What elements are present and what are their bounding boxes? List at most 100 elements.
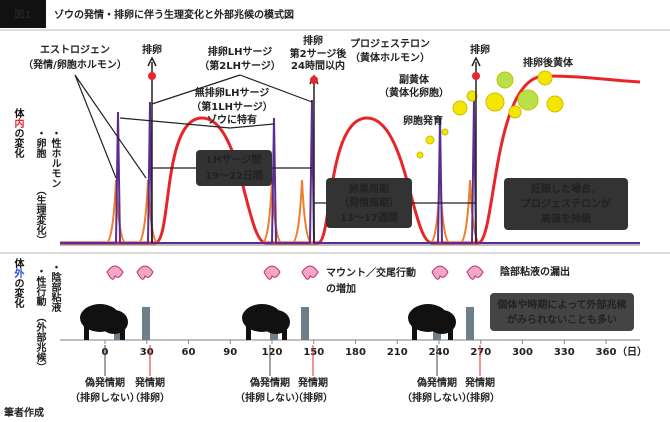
side-label: 体外の変化: [12, 257, 25, 309]
external-signs: [80, 265, 484, 340]
elephant: [282, 326, 287, 340]
x-tick-label: 120: [262, 347, 283, 358]
elephant: [84, 326, 89, 340]
side-label-part: 体: [12, 107, 24, 119]
x-tick-label: 60: [182, 347, 196, 358]
mucus-icon: [136, 265, 154, 280]
label: （排卵）: [293, 391, 333, 404]
label: 副黄体: [399, 73, 430, 86]
label: 偽発情期: [249, 376, 290, 389]
label: LHサージ間: [207, 154, 262, 166]
side-label-part: 外: [12, 267, 25, 279]
side-label-part: 内: [12, 117, 24, 129]
x-tick-label: 150: [303, 347, 324, 358]
x-tick-label: 300: [512, 347, 533, 358]
badge-bg: [0, 0, 46, 28]
shape: [74, 74, 117, 179]
label: ・性ホルモン: [49, 128, 62, 188]
label: （発情/卵胞ホルモン）: [23, 58, 127, 71]
title: ゾウの発情・排卵に伴う生理変化と外部兆候の模式図: [54, 8, 294, 21]
shape: [496, 71, 514, 89]
label: 排卵: [470, 43, 490, 56]
x-tick-label: 30: [140, 347, 154, 358]
label: 排卵LHサージ: [208, 45, 273, 58]
side-label-part: 体: [12, 257, 24, 269]
label: マウント／交尾行動: [326, 266, 416, 279]
footer: 筆者作成: [4, 406, 44, 419]
elephant: [448, 326, 453, 340]
label: 偽発情期: [84, 376, 125, 389]
label: 24時間以内: [291, 59, 345, 72]
shape: [147, 56, 157, 67]
label: がみられないことも多い: [507, 313, 617, 326]
mucus-icon: [431, 265, 449, 280]
side-label: 体内の変化: [12, 107, 24, 159]
shape: [546, 95, 564, 113]
side-label-part: の変化: [12, 128, 24, 159]
label: 無排卵LHサージ: [195, 86, 270, 99]
label: プロジェステロンが: [521, 197, 612, 210]
lh-interval-box: [196, 150, 272, 186]
estrus-bar: [142, 307, 150, 340]
label: （発情周期）: [339, 196, 399, 209]
elephant: [120, 326, 125, 340]
shape: [471, 56, 481, 67]
label: 13〜17週間: [340, 212, 398, 224]
ovulation-arrows: [147, 56, 481, 243]
mucus-icon: [301, 265, 319, 280]
axis-unit: （日）: [617, 345, 647, 358]
badge: 図1: [15, 9, 32, 21]
shape: [485, 92, 505, 112]
label: 排卵: [142, 43, 162, 56]
label: 高値を持続: [541, 212, 591, 225]
label: （第1LHサージ）: [191, 100, 273, 113]
label: 排卵後黄体: [523, 56, 574, 69]
label: 個体や時期によって外部兆候: [496, 298, 627, 311]
shape: [151, 74, 241, 105]
shape: [416, 151, 424, 159]
mucus-icon: [466, 265, 484, 280]
label: 卵巣周期: [349, 182, 389, 195]
shape: [239, 74, 313, 103]
shape: [425, 135, 435, 145]
pregnancy-box: [504, 178, 628, 230]
estrus-bar: [301, 307, 309, 340]
label: （外部兆候）: [34, 312, 47, 372]
label: の増加: [326, 282, 356, 295]
no-signs-box: [490, 293, 634, 331]
label: ・卵胞: [34, 128, 47, 159]
ovarian-cycle-box: [326, 178, 412, 228]
shape: [74, 74, 147, 179]
label: 卵胞発育: [403, 114, 443, 127]
lh-curve: [60, 99, 640, 244]
shape: [517, 89, 539, 111]
shape: [441, 128, 449, 136]
shape: [310, 76, 318, 84]
label: ・性行動: [34, 266, 47, 307]
label: 発情期: [134, 376, 165, 389]
label: ゾウに特有: [207, 113, 257, 126]
mucus-icon: [106, 265, 124, 280]
label: 第2サージ後: [290, 47, 348, 60]
label: 偽発情期: [416, 376, 457, 389]
label: 発情期: [297, 376, 328, 389]
elephant: [246, 326, 251, 340]
label: （排卵）: [130, 391, 170, 404]
x-tick-label: 240: [429, 347, 450, 358]
label: （排卵しない）: [235, 391, 305, 404]
label: （生理変化）: [34, 185, 47, 245]
label: （黄体ホルモン）: [350, 51, 430, 64]
x-tick-label: 180: [345, 347, 366, 358]
shape: [537, 70, 553, 86]
label: プロジェステロン: [350, 37, 430, 50]
x-tick-label: 360: [596, 347, 617, 358]
side-label-part: の変化: [12, 278, 24, 309]
x-tick-label: 330: [554, 347, 575, 358]
label: ・陰部粘液: [49, 262, 61, 313]
label: エストロジェン: [40, 44, 110, 56]
corpora-lutea: [416, 70, 564, 159]
estrus-bar: [466, 307, 474, 340]
label: （排卵しない）: [402, 391, 472, 404]
